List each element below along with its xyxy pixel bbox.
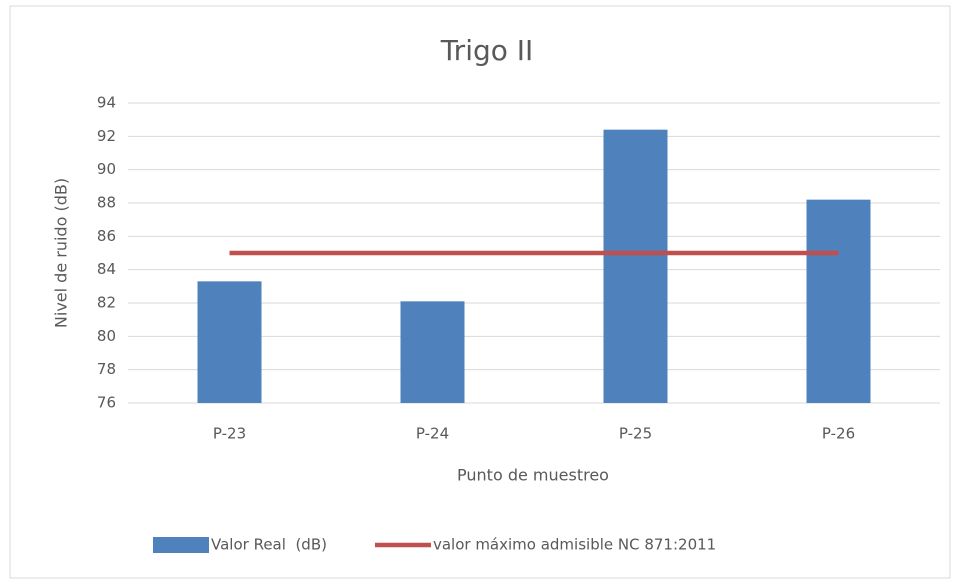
bar xyxy=(806,199,871,403)
x-tick-label: P-24 xyxy=(416,425,449,443)
x-tick-label: P-25 xyxy=(619,425,652,443)
bar xyxy=(603,129,668,403)
y-tick-label: 94 xyxy=(97,94,116,112)
y-tick-label: 80 xyxy=(97,327,116,345)
y-axis-label: Nivel de ruido (dB) xyxy=(52,178,71,328)
y-tick-label: 84 xyxy=(97,260,116,278)
y-tick-label: 86 xyxy=(97,227,116,245)
y-tick-label: 90 xyxy=(97,160,116,178)
legend-label: valor máximo admisible NC 871:2011 xyxy=(433,536,716,554)
bar xyxy=(197,281,262,403)
x-axis-label: Punto de muestreo xyxy=(457,466,609,485)
y-tick-label: 76 xyxy=(97,394,116,412)
bar xyxy=(400,301,465,403)
legend-label: Valor Real (dB) xyxy=(211,536,327,554)
y-tick-label: 78 xyxy=(97,360,116,378)
chart-title: Trigo II xyxy=(440,34,534,67)
y-tick-label: 92 xyxy=(97,127,116,145)
x-tick-label: P-23 xyxy=(213,425,246,443)
legend-swatch xyxy=(153,537,209,553)
chart-frame xyxy=(9,5,951,579)
y-tick-label: 88 xyxy=(97,194,116,212)
y-tick-label: 82 xyxy=(97,294,116,312)
x-tick-label: P-26 xyxy=(822,425,855,443)
